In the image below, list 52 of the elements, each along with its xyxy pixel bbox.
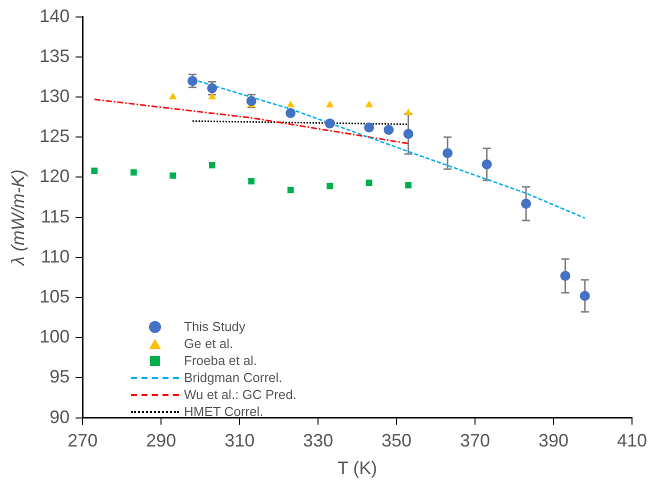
point — [521, 198, 532, 209]
point — [384, 124, 394, 135]
point — [324, 118, 335, 128]
point — [405, 182, 412, 188]
point — [286, 108, 296, 118]
y-axis-title: λ (mW/m-K) — [8, 169, 28, 266]
x-tick-label: 410 — [616, 430, 648, 451]
legend-label: HMET Correl. — [184, 404, 264, 419]
y-tick-label: 100 — [40, 326, 70, 347]
point — [287, 186, 294, 194]
legend-label: Bridgman Correl. — [184, 370, 282, 385]
point — [404, 108, 412, 116]
x-tick-label: 390 — [538, 430, 569, 451]
x-tick-label: 270 — [68, 430, 98, 451]
point — [403, 128, 414, 139]
point — [364, 122, 374, 132]
point — [560, 270, 570, 281]
y-tick-label: 140 — [40, 6, 70, 26]
x-tick-label: 310 — [224, 430, 255, 451]
y-tick-label: 105 — [40, 286, 70, 306]
point — [168, 92, 177, 100]
point — [208, 92, 216, 100]
x-axis-title: T (K) — [337, 458, 378, 478]
point — [326, 182, 334, 190]
x-tick-label: 350 — [382, 430, 412, 451]
y-tick-label: 135 — [40, 46, 70, 66]
y-tick-label: 110 — [40, 246, 70, 266]
x-tick-label: 370 — [460, 430, 490, 451]
x-tick-label: 290 — [146, 430, 176, 451]
legend-label: Wu et al.: GC Pred. — [184, 387, 296, 402]
point — [442, 148, 453, 158]
y-tick-label: 95 — [50, 366, 70, 387]
point — [482, 159, 492, 170]
legend-label: Froeba et al. — [184, 353, 257, 368]
point — [365, 100, 373, 108]
y-tick-label: 125 — [40, 126, 70, 146]
legend-label: This Study — [184, 319, 246, 334]
point — [286, 100, 294, 108]
y-tick-label: 115 — [40, 206, 70, 226]
point — [580, 290, 590, 301]
point — [326, 100, 334, 108]
y-tick-label: 90 — [50, 406, 70, 427]
y-tick-label: 120 — [40, 166, 70, 186]
point — [248, 178, 255, 184]
point — [208, 162, 216, 168]
point — [170, 172, 176, 179]
point — [91, 168, 98, 174]
legend-label: Ge et al. — [184, 336, 234, 351]
point — [366, 180, 372, 186]
point — [130, 169, 137, 176]
y-tick-label: 130 — [40, 86, 70, 106]
x-tick-label: 330 — [303, 430, 334, 451]
